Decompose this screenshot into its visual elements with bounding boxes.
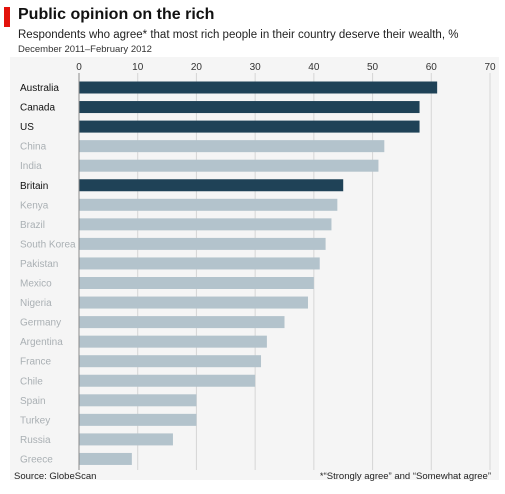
category-label: Britain [20,181,48,192]
category-label: China [20,142,47,153]
bar [79,335,267,348]
category-label: Argentina [20,337,63,348]
x-tick-label: 10 [132,62,144,73]
category-label: Mexico [20,279,52,290]
category-label: Germany [20,318,61,329]
category-label: Canada [20,103,55,114]
bar [79,394,197,407]
category-label: Turkey [20,415,50,426]
bar [79,159,379,172]
category-label: Pakistan [20,259,58,270]
bar [79,433,173,446]
category-label: Greece [20,454,53,465]
x-tick-label: 50 [367,62,379,73]
chart-subtitle: Respondents who agree* that most rich pe… [18,29,459,41]
bar [79,198,338,211]
category-label: Brazil [20,220,45,231]
x-tick-label: 60 [426,62,438,73]
x-tick-label: 20 [191,62,203,73]
bar [79,120,420,133]
bar [79,452,132,465]
footnote: *“Strongly agree” and “Somewhat agree” [319,471,491,482]
bar [79,140,385,153]
bar [79,413,197,426]
category-label: Russia [20,435,51,446]
bar [79,316,285,329]
bar [79,101,420,114]
bar [79,257,320,270]
bar [79,277,314,289]
category-label: France [20,357,52,368]
x-tick-label: 30 [250,62,262,73]
category-label: South Korea [20,239,76,250]
bar [79,237,326,250]
chart-period: December 2011–February 2012 [18,44,152,55]
category-label: India [20,161,42,172]
bar [79,218,332,231]
bar [79,179,344,192]
category-label: Australia [20,83,59,94]
bar [79,81,438,94]
bar [79,374,256,387]
category-label: Kenya [20,200,49,211]
source-note: Source: GlobeScan [14,471,97,482]
chart-title: Public opinion on the rich [18,6,215,23]
category-label: Nigeria [20,298,52,309]
category-label: Spain [20,396,46,407]
bar [79,355,262,368]
bar [79,296,308,309]
category-label: Chile [20,376,43,387]
x-tick-label: 70 [484,62,496,73]
x-tick-label: 40 [308,62,320,73]
category-label: US [20,122,34,133]
x-tick-label: 0 [76,62,82,73]
accent-bar [4,7,10,27]
